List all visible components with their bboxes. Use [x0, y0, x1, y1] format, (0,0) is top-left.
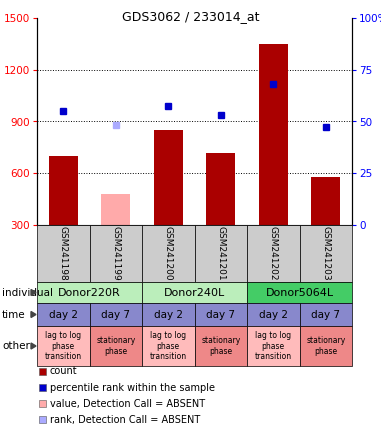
Text: stationary
phase: stationary phase — [96, 336, 135, 356]
Text: day 2: day 2 — [49, 309, 78, 320]
Text: count: count — [50, 366, 78, 377]
Text: day 7: day 7 — [206, 309, 235, 320]
Text: GSM241199: GSM241199 — [111, 226, 120, 281]
Text: stationary
phase: stationary phase — [201, 336, 240, 356]
Text: lag to log
phase
transition: lag to log phase transition — [255, 331, 292, 361]
Text: other: other — [2, 341, 30, 351]
Text: time: time — [2, 309, 26, 320]
Text: GSM241202: GSM241202 — [269, 226, 278, 281]
Bar — [207, 153, 235, 225]
Text: day 7: day 7 — [101, 309, 130, 320]
Text: rank, Detection Call = ABSENT: rank, Detection Call = ABSENT — [50, 415, 200, 424]
Bar — [311, 177, 340, 225]
Text: GSM241201: GSM241201 — [216, 226, 225, 281]
Text: lag to log
phase
transition: lag to log phase transition — [45, 331, 82, 361]
Text: GSM241203: GSM241203 — [321, 226, 330, 281]
Text: value, Detection Call = ABSENT: value, Detection Call = ABSENT — [50, 399, 205, 408]
Text: stationary
phase: stationary phase — [306, 336, 345, 356]
Text: day 7: day 7 — [311, 309, 340, 320]
Bar — [259, 44, 288, 225]
Text: GSM241200: GSM241200 — [164, 226, 173, 281]
Text: percentile rank within the sample: percentile rank within the sample — [50, 382, 215, 392]
Text: day 2: day 2 — [154, 309, 183, 320]
Text: Donor5064L: Donor5064L — [266, 288, 333, 297]
Text: individual: individual — [2, 288, 53, 297]
Text: GSM241198: GSM241198 — [59, 226, 68, 281]
Text: GDS3062 / 233014_at: GDS3062 / 233014_at — [122, 10, 259, 23]
Text: Donor220R: Donor220R — [58, 288, 121, 297]
Bar — [154, 130, 182, 225]
Text: Donor240L: Donor240L — [164, 288, 225, 297]
Text: day 2: day 2 — [259, 309, 288, 320]
Bar — [101, 194, 130, 225]
Text: lag to log
phase
transition: lag to log phase transition — [150, 331, 187, 361]
Bar — [49, 156, 78, 225]
